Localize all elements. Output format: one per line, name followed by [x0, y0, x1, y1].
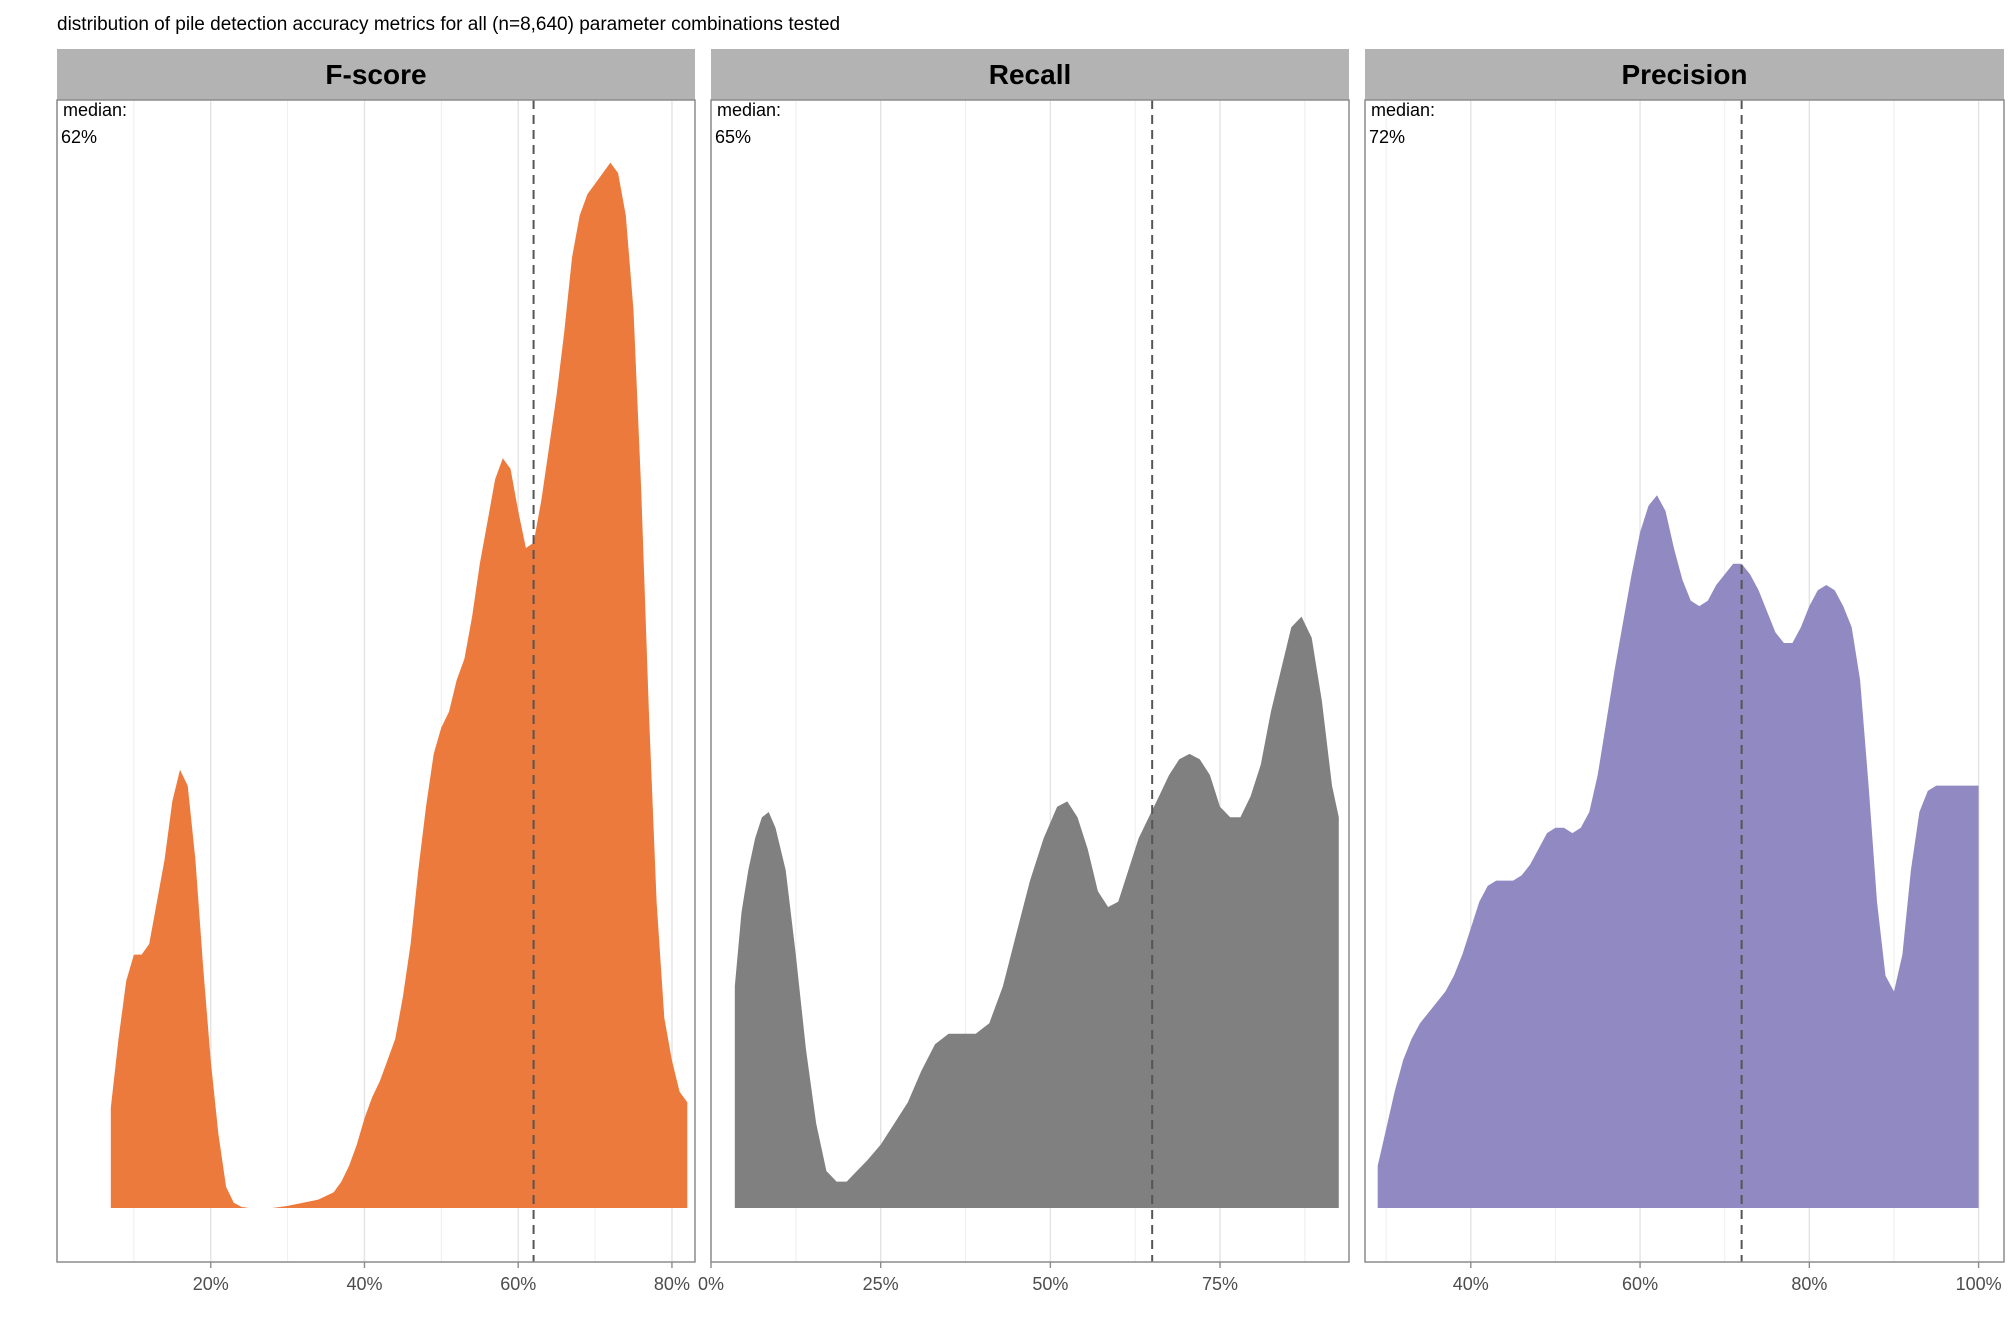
x-tick-label: 20% [193, 1274, 229, 1294]
facet-strip-label: Recall [989, 59, 1072, 90]
facet-panels: F-score median: 62% 20% 40% 60% 80% Recall media… [56, 49, 2005, 1294]
x-tick-label: 50% [1032, 1274, 1068, 1294]
density-area [110, 162, 688, 1209]
x-tick-label: 25% [863, 1274, 899, 1294]
median-label: median: [717, 100, 781, 120]
x-tick-label: 60% [500, 1274, 536, 1294]
x-tick-label: 100% [1956, 1274, 2002, 1294]
median-value: 65% [715, 127, 751, 147]
facet-f-score: F-score median: 62% 20% 40% 60% 80% [56, 49, 696, 1294]
facet-strip [57, 49, 695, 100]
facet-strip [1365, 49, 2004, 100]
x-tick-label: 40% [1453, 1274, 1489, 1294]
x-tick-label: 80% [654, 1274, 690, 1294]
median-value: 62% [61, 127, 97, 147]
x-tick-label: 75% [1202, 1274, 1238, 1294]
density-area [734, 616, 1339, 1208]
median-value: 72% [1369, 127, 1405, 147]
panel-border [56, 99, 696, 1263]
facet-strip-label: F-score [325, 59, 426, 90]
median-label: median: [63, 100, 127, 120]
x-tick-label: 0% [698, 1274, 724, 1294]
facet-strip-label: Precision [1621, 59, 1747, 90]
chart-title: distribution of pile detection accuracy … [57, 14, 840, 35]
facet-precision: Precision median: 72% 40% 60% 80% 100% [1364, 49, 2005, 1294]
density-area [1377, 495, 1979, 1208]
panel-border [1364, 99, 2005, 1263]
x-tick-label: 40% [346, 1274, 382, 1294]
x-tick-label: 60% [1622, 1274, 1658, 1294]
panel-border [710, 99, 1350, 1263]
facet-recall: Recall median: 65% 0% 25% 50% 75% [698, 49, 1350, 1294]
facet-strip [711, 49, 1349, 100]
x-tick-label: 80% [1791, 1274, 1827, 1294]
median-label: median: [1371, 100, 1435, 120]
